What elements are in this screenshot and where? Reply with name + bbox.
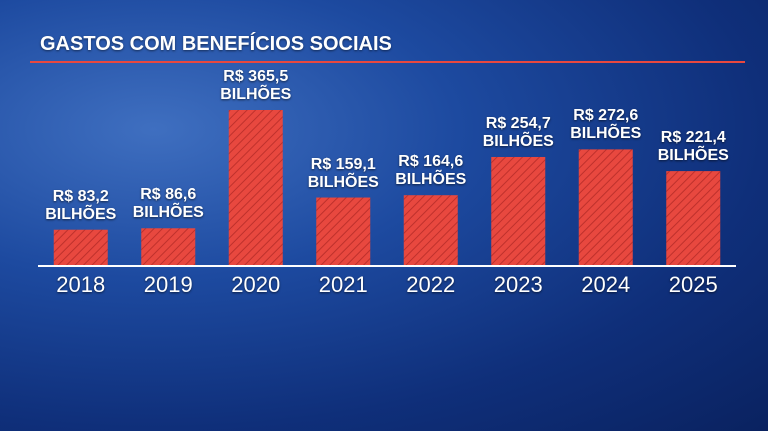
x-tick-label: 2023 (493, 272, 543, 297)
bar-hatch (316, 197, 371, 265)
bar-group (578, 149, 633, 265)
bar-hatch (578, 149, 633, 265)
bar-group (141, 228, 196, 265)
bar-hatch (666, 171, 721, 265)
bar-group (491, 156, 546, 265)
data-label: R$ 221,4 BILHÕES (657, 129, 729, 165)
x-tick-label: 2018 (56, 272, 106, 297)
data-label: R$ 86,6 BILHÕES (132, 186, 204, 222)
data-label: R$ 365,5 BILHÕES (220, 68, 292, 103)
bar-group (403, 195, 458, 265)
bar-hatch (53, 229, 108, 265)
chart-title: GASTOS COM BENEFÍCIOS SOCIAIS (40, 33, 392, 55)
data-label: R$ 159,1 BILHÕES (307, 155, 379, 191)
data-label: R$ 272,6 BILHÕES (570, 107, 642, 143)
bar-hatch (228, 110, 283, 265)
bar-group (228, 110, 283, 265)
x-tick-label: 2021 (318, 272, 368, 297)
bar-hatch (141, 228, 196, 265)
bar-hatch (491, 156, 546, 265)
data-label: R$ 254,7 BILHÕES (482, 114, 554, 150)
bar-group (316, 197, 371, 265)
bar-group (666, 171, 721, 265)
data-label: R$ 83,2 BILHÕES (45, 187, 117, 223)
x-tick-label: 2022 (406, 272, 456, 297)
x-tick-label: 2024 (581, 272, 631, 297)
x-tick-label: 2025 (668, 272, 718, 297)
x-tick-label: 2020 (231, 272, 281, 297)
x-tick-label: 2019 (143, 272, 193, 297)
bar-hatch (403, 195, 458, 265)
bar-group (53, 229, 108, 265)
data-label: R$ 164,6 BILHÕES (395, 153, 467, 189)
